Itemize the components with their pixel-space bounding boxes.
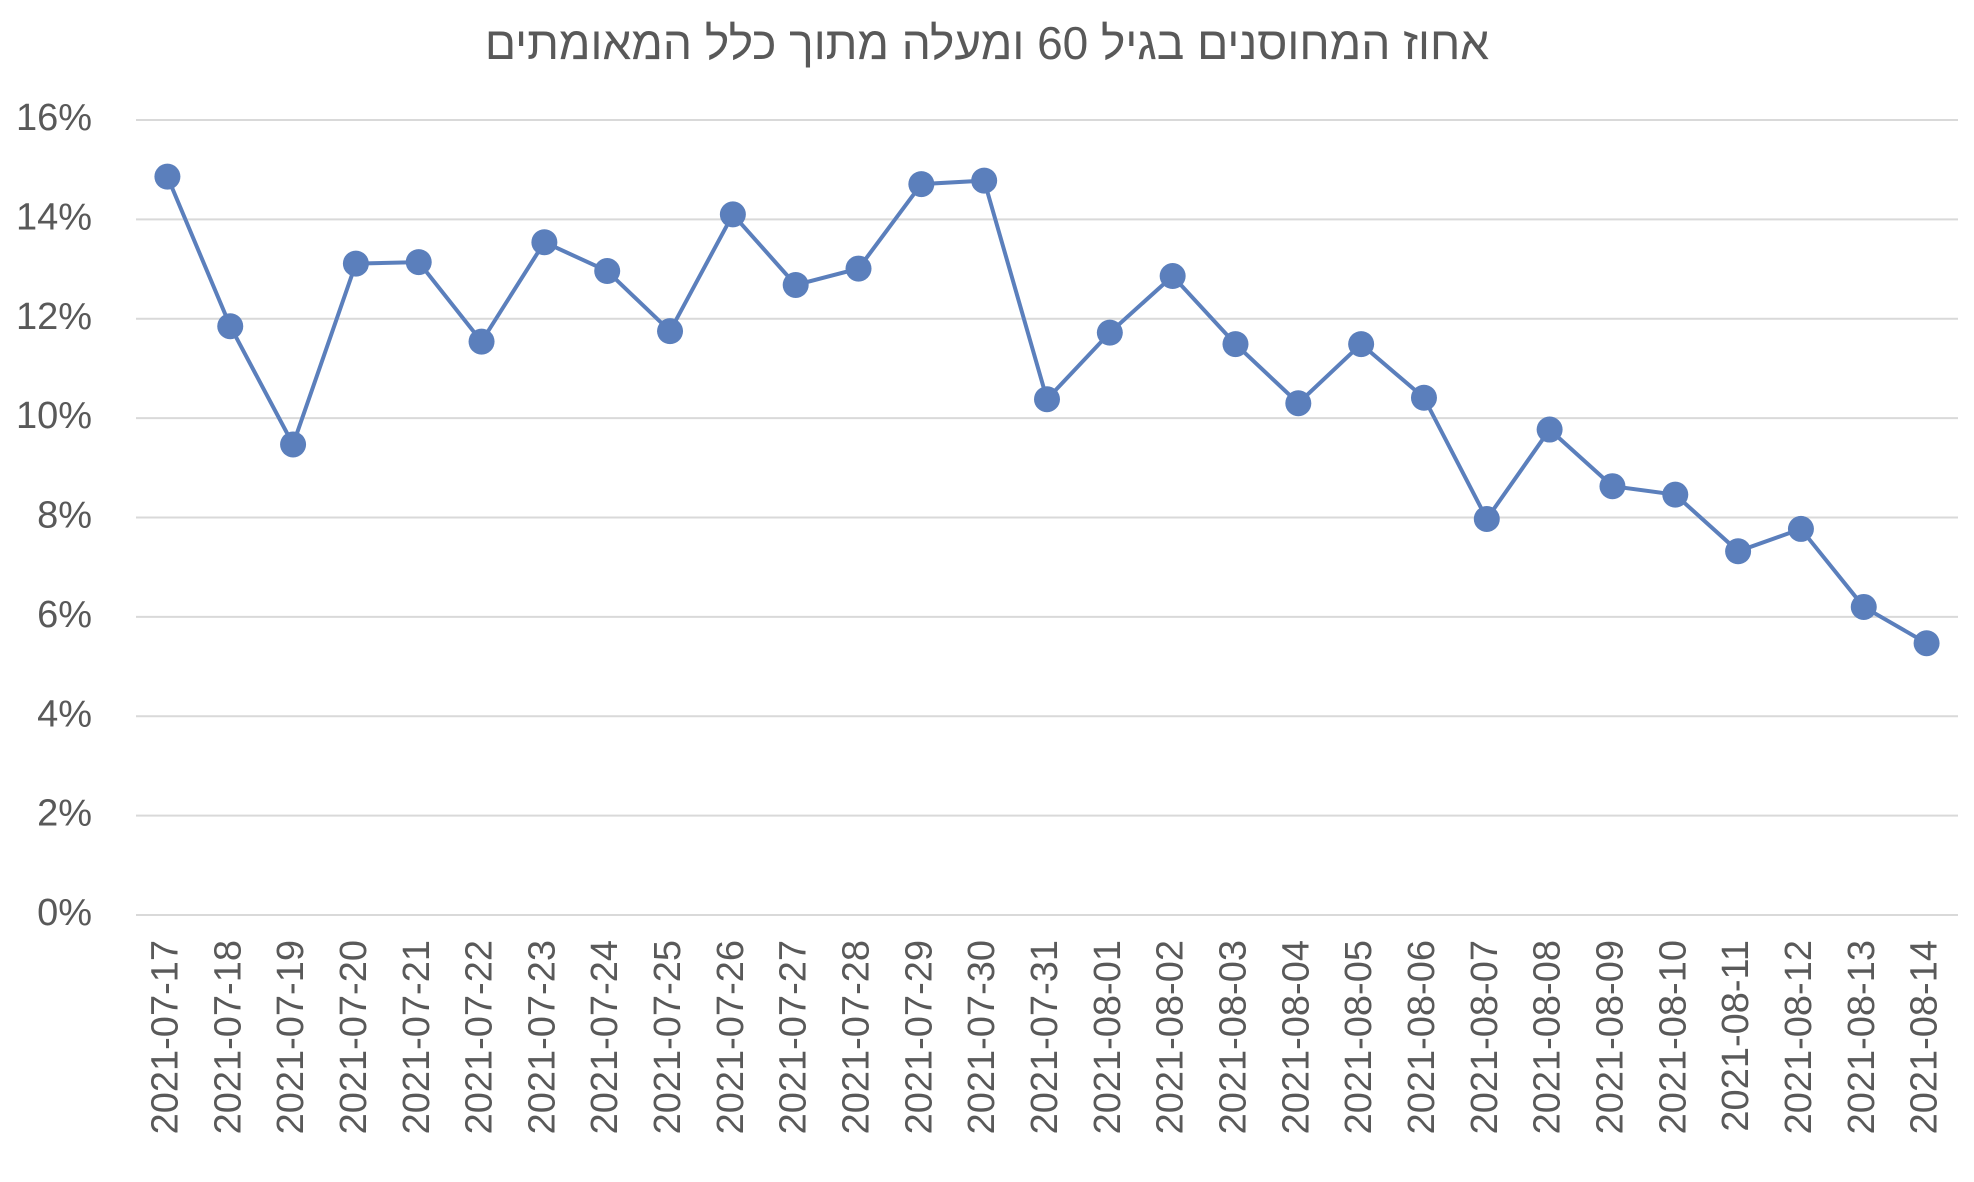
x-tick-label: 2021-07-27 <box>773 940 815 1134</box>
data-point <box>1285 390 1312 417</box>
data-point <box>971 167 998 194</box>
data-point <box>342 250 369 277</box>
data-point <box>1725 538 1752 565</box>
x-tick-label: 2021-08-09 <box>1589 940 1631 1134</box>
data-point <box>594 258 621 285</box>
x-tick-label: 2021-08-08 <box>1527 940 1569 1134</box>
data-point <box>1410 384 1437 411</box>
x-tick-label: 2021-07-24 <box>584 940 626 1134</box>
x-tick-label: 2021-08-06 <box>1401 940 1443 1134</box>
y-tick-label: 12% <box>16 296 92 338</box>
data-point <box>1034 386 1060 413</box>
chart-title: אחוז המחוסנים בגיל 60 ומעלה מתוך כלל המא… <box>485 17 1489 69</box>
x-tick-label: 2021-08-07 <box>1464 940 1506 1134</box>
data-point <box>719 201 746 228</box>
data-point <box>657 318 684 345</box>
y-tick-label: 6% <box>37 594 92 636</box>
data-point <box>280 431 307 458</box>
y-tick-label: 16% <box>16 97 92 139</box>
x-tick-label: 2021-07-23 <box>521 940 563 1134</box>
data-point <box>1096 319 1123 346</box>
data-point <box>1662 481 1689 508</box>
x-tick-label: 2021-07-21 <box>396 940 438 1134</box>
x-tick-label: 2021-08-11 <box>1715 940 1757 1132</box>
x-tick-label: 2021-07-29 <box>898 940 940 1134</box>
y-tick-label: 14% <box>16 196 92 238</box>
data-point <box>1473 505 1500 532</box>
data-point <box>217 313 244 340</box>
x-tick-label: 2021-07-26 <box>710 940 752 1134</box>
data-point <box>531 229 558 256</box>
x-tick-label: 2021-07-20 <box>333 940 375 1134</box>
data-point <box>1159 263 1186 290</box>
x-tick-label: 2021-08-04 <box>1275 940 1317 1134</box>
x-tick-label: 2021-07-17 <box>144 940 186 1134</box>
data-point <box>845 255 872 282</box>
data-point <box>1348 331 1375 358</box>
data-point <box>154 163 181 190</box>
y-tick-label: 2% <box>37 793 92 835</box>
x-tick-label: 2021-08-03 <box>1213 940 1255 1134</box>
data-point <box>782 271 809 298</box>
y-tick-label: 10% <box>16 395 92 437</box>
data-point <box>405 249 432 276</box>
x-tick-label: 2021-07-28 <box>836 940 878 1134</box>
x-tick-label: 2021-07-31 <box>1024 940 1066 1134</box>
x-tick-label: 2021-08-13 <box>1841 940 1883 1134</box>
x-tick-label: 2021-07-22 <box>459 940 501 1134</box>
x-tick-label: 2021-07-19 <box>270 940 312 1134</box>
y-tick-label: 4% <box>37 693 92 735</box>
x-tick-label: 2021-08-10 <box>1652 940 1694 1134</box>
x-tick-label: 2021-07-25 <box>647 940 689 1134</box>
data-point <box>908 171 935 198</box>
x-tick-label: 2021-08-02 <box>1150 940 1192 1134</box>
x-tick-label: 2021-08-14 <box>1904 940 1946 1134</box>
x-tick-label: 2021-08-05 <box>1338 940 1380 1134</box>
data-point <box>1787 515 1814 542</box>
x-tick-label: 2021-08-01 <box>1087 940 1129 1134</box>
x-tick-label: 2021-07-30 <box>961 940 1003 1134</box>
data-point <box>468 328 495 355</box>
data-point <box>1850 593 1877 620</box>
y-tick-label: 0% <box>37 892 92 934</box>
x-tick-label: 2021-08-12 <box>1778 940 1820 1134</box>
data-point <box>1913 630 1940 657</box>
y-tick-label: 8% <box>37 495 92 537</box>
data-point <box>1222 331 1249 358</box>
data-point <box>1536 416 1563 443</box>
data-point <box>1599 473 1626 500</box>
x-tick-label: 2021-07-18 <box>207 940 249 1134</box>
